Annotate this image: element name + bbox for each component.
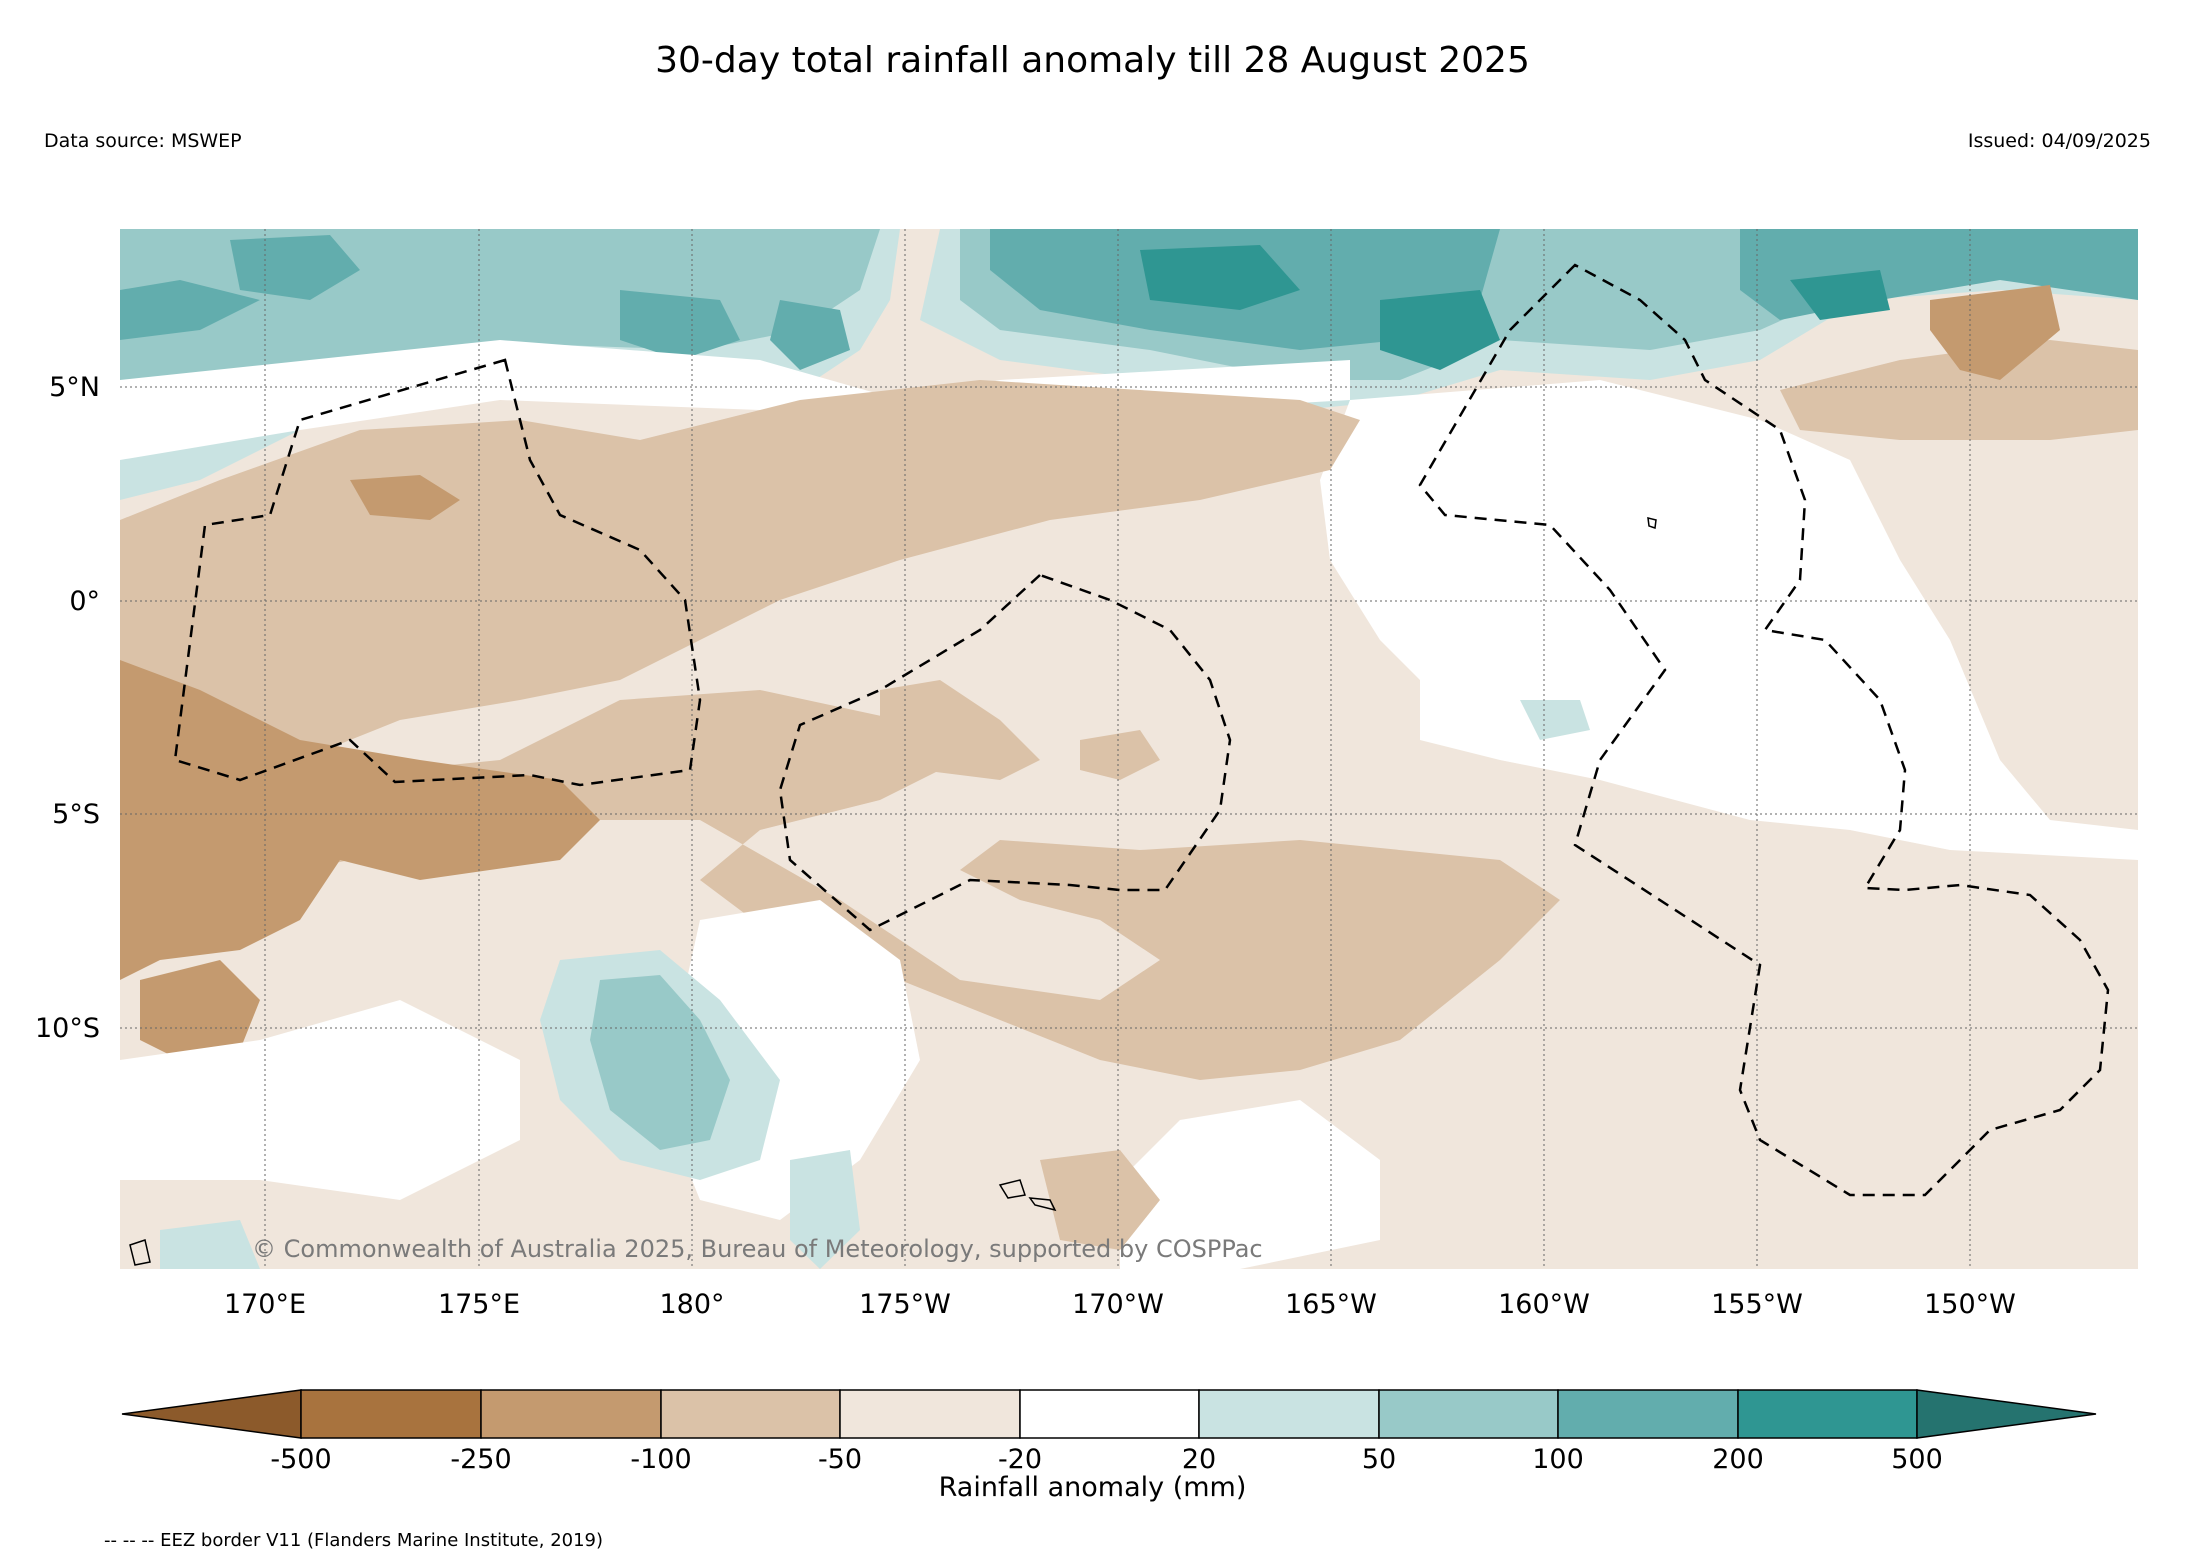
colorbar-tick-label: 500 — [1891, 1444, 1943, 1475]
island-outlines — [129, 517, 1657, 1266]
wet-core-north-east-b — [1380, 290, 1500, 370]
dry-patch-south-small — [1040, 1150, 1160, 1250]
colorbar-bin — [1198, 1389, 1380, 1439]
neutral-area-south-central — [1120, 1100, 1380, 1269]
lon-tick-label: 175°E — [438, 1289, 520, 1320]
data-source-label: Data source: MSWEP — [44, 130, 242, 152]
colorbar-tick-label: -50 — [818, 1444, 862, 1475]
dry-core-west — [120, 660, 600, 980]
colorbar-bin — [480, 1389, 662, 1439]
colorbar-tick-label: 100 — [1532, 1444, 1584, 1475]
colorbar-bin — [839, 1389, 1021, 1439]
wet-patch-north-west-a — [230, 235, 360, 300]
wet-core-far-east — [1790, 270, 1890, 320]
colorbar-tick-label: 200 — [1712, 1444, 1764, 1475]
lon-tick-label: 150°W — [1924, 1289, 2016, 1320]
eez-border-central — [778, 573, 1232, 932]
colorbar-tick-label: -20 — [998, 1444, 1042, 1475]
eez-legend-footnote: -- -- -- EEZ border V11 (Flanders Marine… — [104, 1530, 604, 1551]
dry-patch-north-west — [350, 475, 460, 520]
anomaly-fields — [120, 229, 2138, 1269]
eez-border-west — [173, 358, 702, 787]
colorbar: -500 -250 -100 -50 -20 20 50 100 200 500 — [121, 1389, 2097, 1475]
lat-tick-label: 0° — [69, 586, 100, 617]
colorbar-tick-label: -100 — [630, 1444, 691, 1475]
dry-patch-north-east — [1780, 340, 2138, 440]
copyright-text: © Commonwealth of Australia 2025, Bureau… — [252, 1235, 1263, 1263]
dry-patch-central-b — [880, 680, 1040, 780]
lon-tick-label: 170°W — [1072, 1289, 1164, 1320]
lon-tick-label: 160°W — [1498, 1289, 1590, 1320]
eez-border-east — [1418, 263, 2110, 1197]
lon-tick-label: 155°W — [1711, 1289, 1803, 1320]
neutral-area-north-band — [120, 340, 1350, 460]
colorbar-extend-dry — [121, 1389, 302, 1439]
lat-tick-label: 10°S — [35, 1013, 100, 1044]
wet-patch-north-west-c — [770, 300, 850, 370]
colorbar-bin — [300, 1389, 482, 1439]
lon-tick-label: 165°W — [1285, 1289, 1377, 1320]
wet-patch-east-small — [1520, 700, 1590, 740]
dry-patch-north-east-strong — [1930, 285, 2060, 380]
wet-patch-south-b — [790, 1150, 860, 1269]
neutral-area-east — [1320, 380, 2138, 860]
dry-core-west-strong — [140, 960, 260, 1060]
lon-tick-label: 170°E — [224, 1289, 306, 1320]
wet-patch-far-south-west — [160, 1220, 260, 1269]
wet-patch-south-a-mid — [590, 975, 730, 1150]
longitude-labels: 170°E 175°E 180° 175°W 170°W 165°W 160°W… — [224, 1289, 2016, 1320]
colorbar-bin — [1737, 1389, 1918, 1439]
colorbar-extend-wet — [1916, 1389, 2097, 1439]
colorbar-bin — [1019, 1389, 1200, 1439]
colorbar-title: Rainfall anomaly (mm) — [938, 1472, 1247, 1503]
issued-date-label: Issued: 04/09/2025 — [1967, 130, 2151, 152]
colorbar-bin — [1557, 1389, 1739, 1439]
colorbar-tick-label: -500 — [270, 1444, 331, 1475]
latitude-labels: 5°N 0° 5°S 10°S — [35, 372, 100, 1044]
colorbar-bin — [1378, 1389, 1559, 1439]
colorbar-tick-label: 50 — [1362, 1444, 1396, 1475]
wet-patch-north-west-b — [620, 290, 740, 360]
colorbar-bin — [660, 1389, 841, 1439]
dry-patch-central-c — [1080, 730, 1160, 780]
map-title: 30-day total rainfall anomaly till 28 Au… — [655, 40, 1530, 81]
lat-tick-label: 5°N — [49, 372, 100, 403]
lon-tick-label: 180° — [659, 1289, 724, 1320]
colorbar-tick-label: -250 — [450, 1444, 511, 1475]
wet-core-north-east-a — [1140, 245, 1300, 310]
eez-borders — [173, 263, 2110, 1197]
lon-tick-label: 175°W — [859, 1289, 951, 1320]
wet-band-north-west-strong — [120, 280, 260, 340]
gridlines — [120, 229, 2138, 1269]
lat-tick-label: 5°S — [52, 799, 100, 830]
neutral-area-south-west — [120, 1000, 520, 1200]
colorbar-tick-label: 20 — [1182, 1444, 1216, 1475]
